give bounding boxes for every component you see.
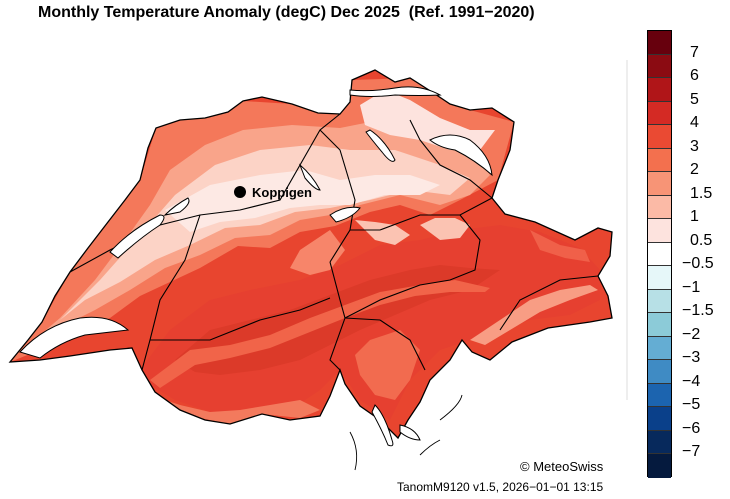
legend-swatch [648, 430, 671, 455]
legend-label: −6 [682, 419, 701, 437]
legend-label: −1 [682, 278, 701, 296]
legend-swatch [648, 195, 671, 220]
lakes [19, 86, 493, 447]
legend-label: −5 [682, 396, 701, 414]
koppigen-marker [234, 186, 246, 198]
southern-rivers [349, 394, 463, 471]
legend-swatch [648, 289, 671, 314]
legend-swatch [648, 266, 671, 290]
legend-label: 3 [690, 137, 699, 155]
legend-label: −4 [682, 372, 701, 390]
country-border [8, 69, 613, 440]
legend-swatch [648, 101, 671, 126]
legend-swatch [648, 454, 671, 478]
legend-label: −1.5 [682, 302, 714, 320]
legend-label: 4 [690, 114, 699, 132]
anomaly-field [10, 70, 612, 438]
legend-swatch [648, 54, 671, 79]
legend-swatch [648, 360, 671, 384]
legend-swatch [648, 383, 671, 408]
version-text: TanomM9120 v1.5, 2026−01−01 13:15 [397, 480, 604, 494]
legend-swatch [648, 172, 671, 196]
legend-swatch [648, 31, 671, 55]
color-legend [647, 30, 672, 478]
legend-label: 1.5 [690, 184, 713, 202]
legend-label: 1 [690, 208, 699, 226]
station-label: Koppigen [252, 185, 312, 200]
legend-swatch [648, 219, 671, 243]
temperature-anomaly-map: Koppigen [8, 60, 628, 471]
legend-label: −0.5 [682, 255, 714, 273]
legend-swatch [648, 242, 671, 267]
legend-swatch [648, 313, 671, 337]
legend-label: 0.5 [690, 231, 713, 249]
legend-label: 2 [690, 161, 699, 179]
legend-label: −7 [682, 443, 701, 461]
legend-label: 7 [690, 43, 699, 61]
legend-swatch [648, 407, 671, 431]
legend-swatch [648, 78, 671, 102]
legend-swatch [648, 125, 671, 149]
copyright-text: © MeteoSwiss [520, 459, 604, 474]
map-title: Monthly Temperature Anomaly (degC) Dec 2… [38, 4, 535, 21]
legend-label: 5 [690, 90, 699, 108]
legend-swatch [648, 148, 671, 173]
legend-swatch [648, 336, 671, 361]
legend-label: 6 [690, 67, 699, 85]
legend-label: −3 [682, 349, 701, 367]
legend-label: −2 [682, 325, 701, 343]
